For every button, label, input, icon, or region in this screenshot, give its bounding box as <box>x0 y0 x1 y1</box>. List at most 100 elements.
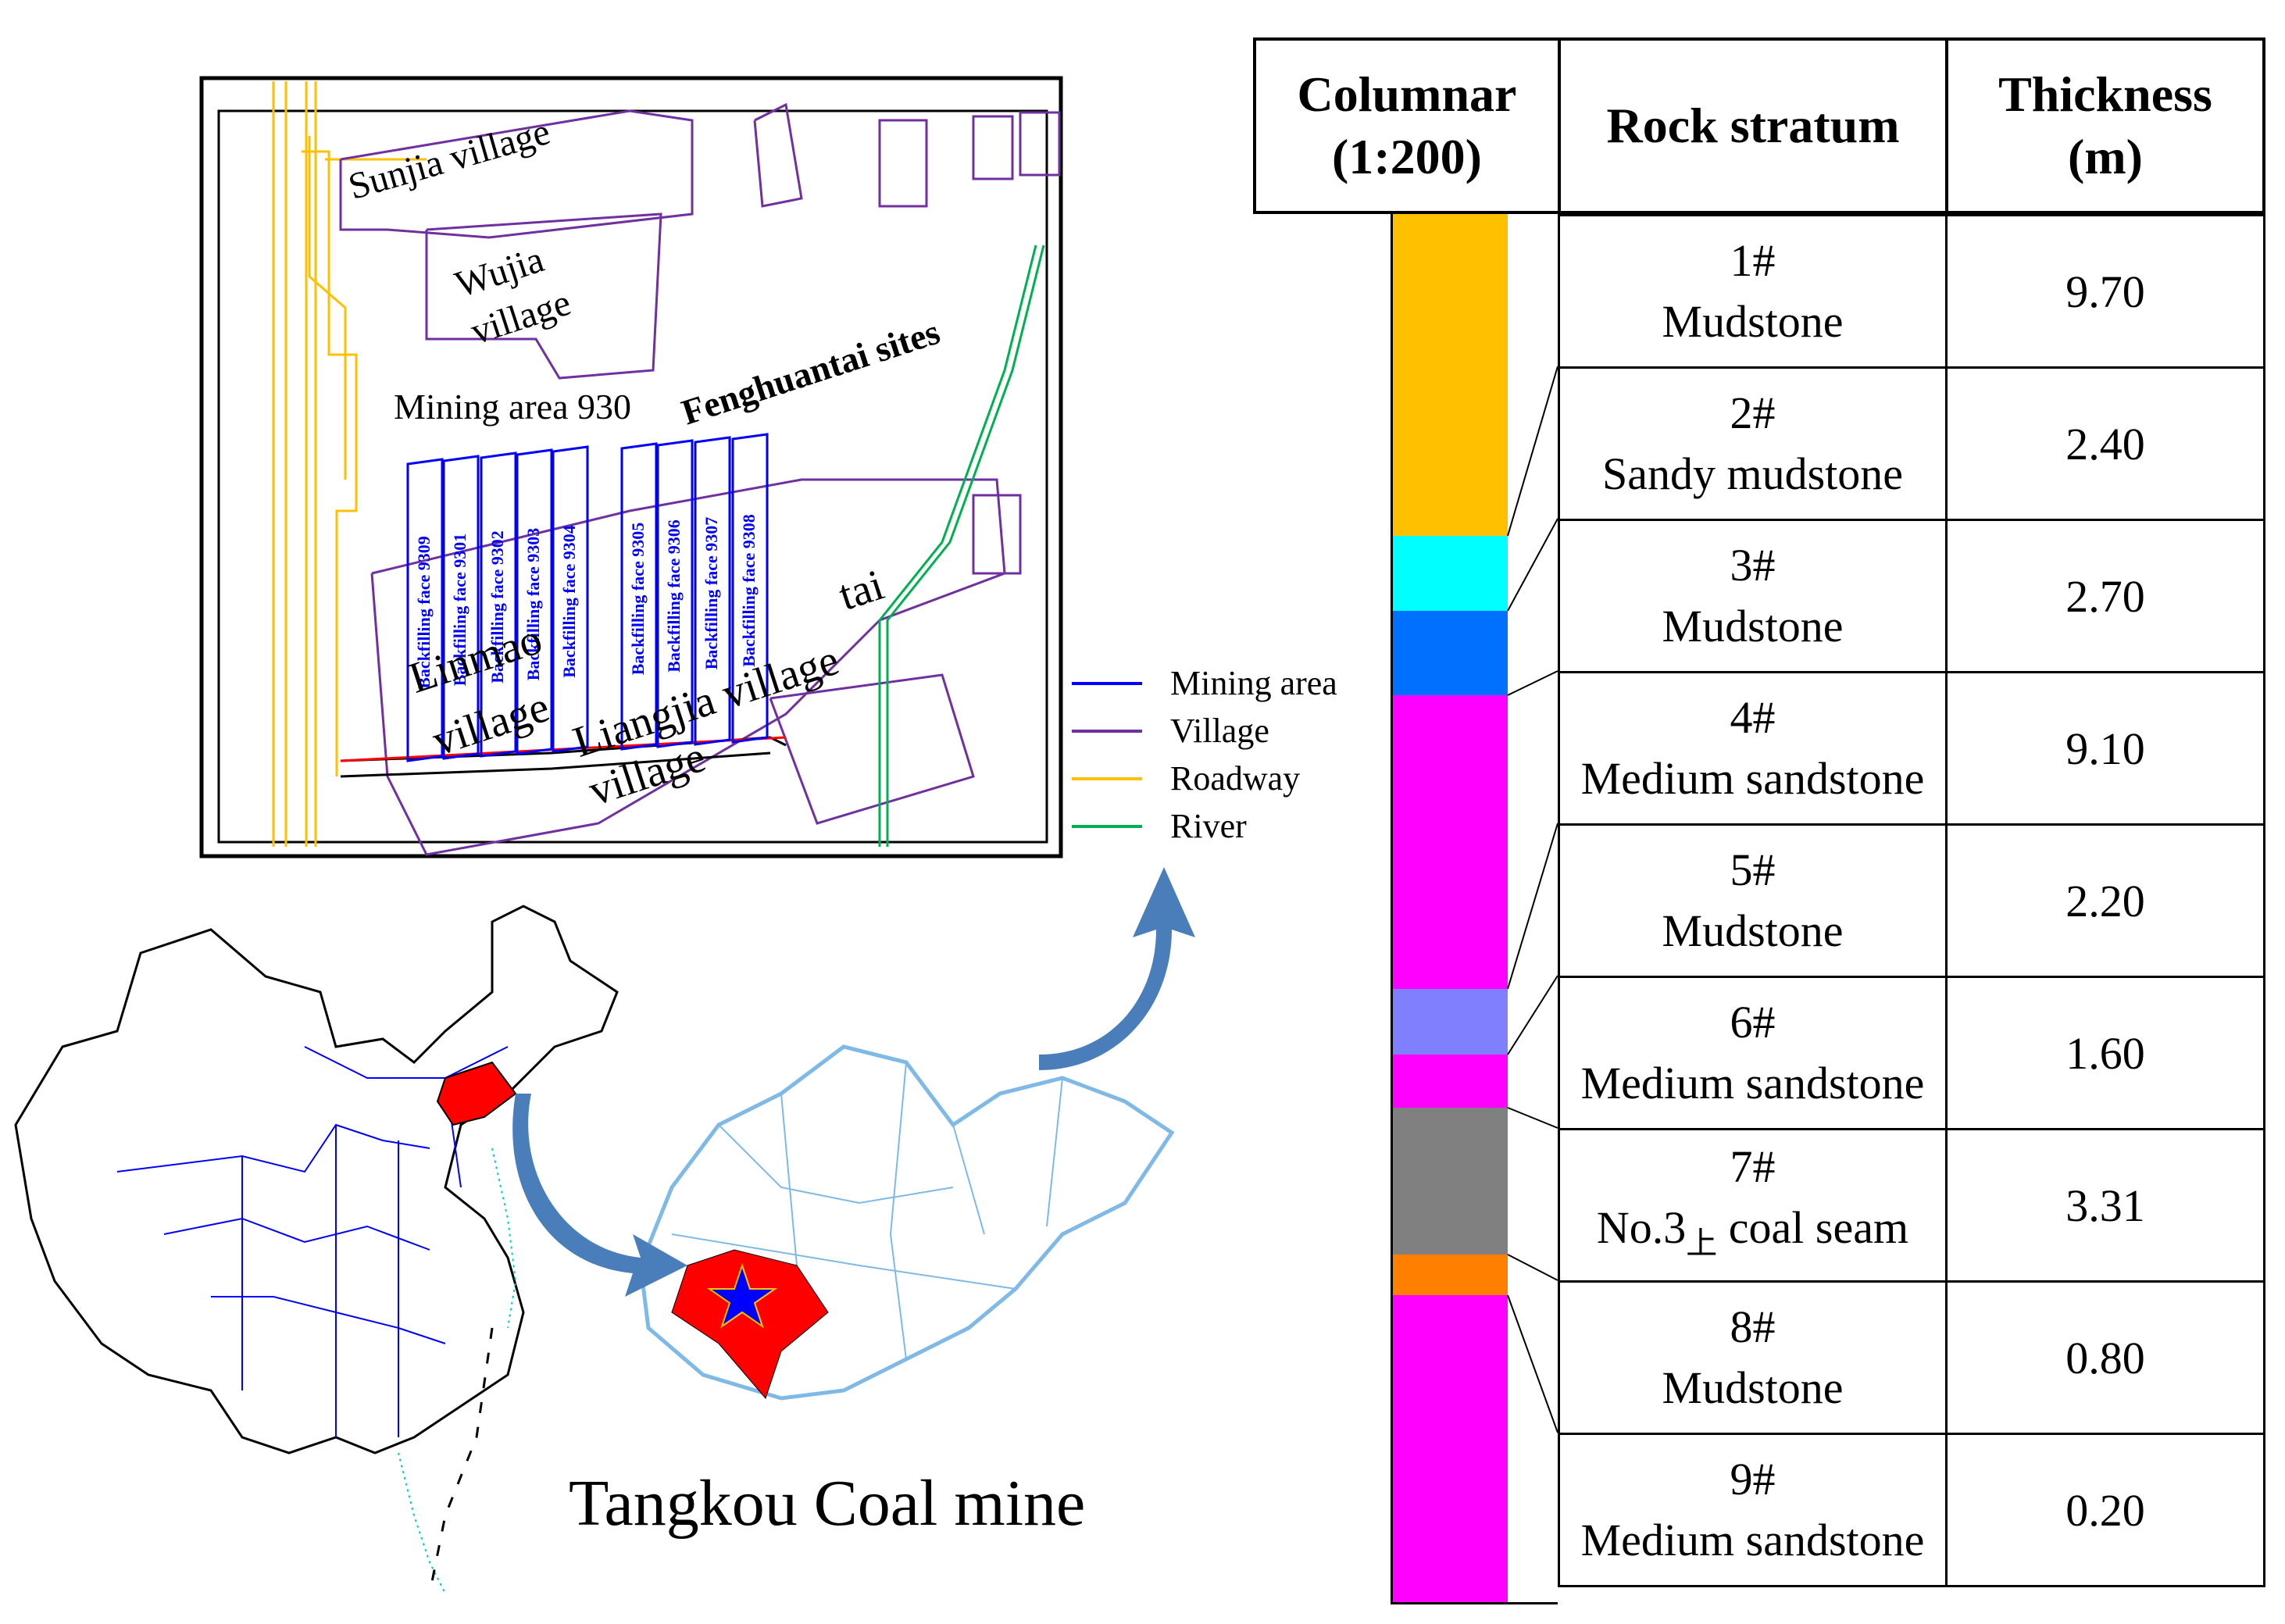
backfilling-face-label: Backfilling face 9303 <box>523 528 543 681</box>
backfilling-face-label: Backfilling face 9308 <box>739 514 759 667</box>
map-title: Tangkou Coal mine <box>569 1467 1086 1540</box>
stratum-thickness: 9.10 <box>2065 723 2145 774</box>
legend-item: Roadway <box>1072 755 1400 803</box>
stratum-thickness: 3.31 <box>2065 1180 2145 1231</box>
stratum-thickness: 2.40 <box>2065 418 2145 469</box>
stratum-name-cell: 8# Mudstone <box>1560 1283 1948 1433</box>
stratum-thickness: 0.80 <box>2065 1332 2145 1383</box>
columnar-segment <box>1391 536 1508 611</box>
columnar-segment <box>1391 611 1508 695</box>
stratum-row: 5# Mudstone 2.20 <box>1558 823 2265 978</box>
columnar-segment <box>1391 1108 1508 1255</box>
stratum-index: 5# <box>1730 844 1776 895</box>
stratum-link-line <box>1507 1254 1558 1281</box>
backfilling-face-outline <box>516 448 553 755</box>
stratum-rock-name: No.3上 coal seam <box>1597 1197 1908 1274</box>
columnar-segment <box>1391 214 1508 536</box>
columnar-segment <box>1391 1295 1508 1604</box>
coal-seam-number: No.3 <box>1596 1202 1687 1253</box>
header-columnar: Columnar (1:200) <box>1253 37 1561 214</box>
backfilling-faces: Backfilling face 9309 Backfilling face 93… <box>406 433 769 762</box>
backfilling-face-label: Backfilling face 9305 <box>628 523 648 676</box>
stratum-link-line <box>1507 366 1558 537</box>
stratum-rock-name: Medium sandstone <box>1580 1058 1925 1108</box>
backfilling-face-outline <box>656 439 694 748</box>
stratum-name-cell: 4# Medium sandstone <box>1560 673 1948 823</box>
stratum-rock-name: Mudstone <box>1662 905 1844 956</box>
stratum-name-cell: 7# No.3上 coal seam <box>1560 1130 1948 1280</box>
backfilling-face-label: Backfilling face 9304 <box>559 525 579 678</box>
stratum-link-line <box>1507 518 1558 612</box>
stratum-row: 9# Medium sandstone 0.20 <box>1558 1433 2265 1587</box>
stratum-index: 2# <box>1730 387 1776 438</box>
stratum-name-cell: 6# Medium sandstone <box>1560 978 1948 1128</box>
mining-plan-drawing: Backfilling face 9309 Backfilling face 93… <box>199 76 1063 858</box>
stratum-name-cell: 1# Mudstone <box>1560 216 1948 366</box>
legend-swatch <box>1072 682 1142 685</box>
header-columnar-line2: (1:200) <box>1332 129 1482 184</box>
columnar-segment <box>1391 1055 1508 1108</box>
stratum-thickness: 1.60 <box>2065 1027 2145 1079</box>
label-mining-area-930: Mining area 930 <box>394 387 632 427</box>
stratum-index: 7# <box>1730 1141 1776 1192</box>
coal-seam-label: coal seam <box>1717 1202 1909 1253</box>
backfilling-face-label: Backfilling face 9301 <box>450 534 469 687</box>
china-map <box>8 891 867 1617</box>
backfilling-face-outline <box>406 458 444 762</box>
stratum-thickness: 2.70 <box>2065 570 2145 622</box>
plan-legend: Mining area Village Roadway River <box>1072 660 1400 851</box>
backfilling-face-outline <box>552 445 589 753</box>
stratum-index: 8# <box>1730 1301 1776 1352</box>
legend-swatch <box>1072 730 1142 733</box>
stratum-rock-name: Medium sandstone <box>1580 753 1925 804</box>
stratum-rock-name: Mudstone <box>1662 296 1844 347</box>
legend-swatch <box>1072 825 1142 828</box>
backfilling-face-outline <box>480 452 517 758</box>
backfilling-face-outline <box>442 455 480 760</box>
stratum-index: 6# <box>1730 997 1776 1048</box>
stratum-link-line <box>1507 823 1558 990</box>
legend-item: Village <box>1072 708 1400 755</box>
stratum-link-line <box>1507 1107 1558 1129</box>
stratum-link-line <box>1507 1294 1558 1433</box>
header-thickness-line1: Thickness <box>1998 66 2212 122</box>
stratum-thickness: 0.20 <box>2065 1484 2145 1536</box>
stratum-thickness: 9.70 <box>2065 266 2145 317</box>
stratum-name-cell: 2# Sandy mudstone <box>1560 369 1948 519</box>
stratum-rock-name: Mudstone <box>1662 1362 1844 1413</box>
legend-label: River <box>1170 807 1247 845</box>
legend-swatch <box>1072 777 1142 780</box>
stratum-index: 4# <box>1730 692 1776 743</box>
columnar-outline <box>1391 214 1558 1604</box>
columnar-segment <box>1391 695 1508 989</box>
coal-seam-subscript: 上 <box>1686 1226 1718 1261</box>
legend-item: River <box>1072 803 1400 851</box>
legend-label: Mining area <box>1170 664 1337 702</box>
china-outline <box>14 905 619 1594</box>
mining-plan-map: Backfilling face 9309 Backfilling face 93… <box>192 73 1067 862</box>
legend-label: Roadway <box>1170 759 1301 798</box>
header-rock-stratum-label: Rock stratum <box>1606 98 1900 153</box>
stratum-link-lines <box>1507 366 1558 1433</box>
shandong-outline <box>638 1044 1175 1401</box>
stratum-index: 1# <box>1730 235 1776 286</box>
stratum-name-cell: 5# Mudstone <box>1560 826 1948 976</box>
stratum-link-line <box>1507 975 1558 1055</box>
legend-item: Mining area <box>1072 660 1400 708</box>
header-thickness: Thickness (m) <box>1945 37 2265 214</box>
stratum-rock-name: Mudstone <box>1662 601 1844 651</box>
tangkou-region <box>671 1249 829 1399</box>
backfilling-face-outline <box>620 442 658 751</box>
stratum-name-cell: 3# Mudstone <box>1560 521 1948 671</box>
backfilling-face-outline <box>731 433 769 744</box>
stratum-name-cell: 9# Medium sandstone <box>1560 1435 1948 1585</box>
shandong-highlight <box>436 1061 517 1126</box>
legend-label: Village <box>1170 712 1269 750</box>
backfilling-face-label: Backfilling face 9307 <box>702 517 721 670</box>
header-thickness-line2: (m) <box>2068 129 2143 184</box>
backfilling-face-label: Backfilling face 9306 <box>664 519 684 673</box>
backfilling-face-label: Backfilling face 9309 <box>414 536 434 689</box>
mine-star-icon <box>706 1262 778 1329</box>
stratum-thickness: 2.20 <box>2065 875 2145 926</box>
backfilling-face-label: Backfilling face 9302 <box>487 530 507 684</box>
